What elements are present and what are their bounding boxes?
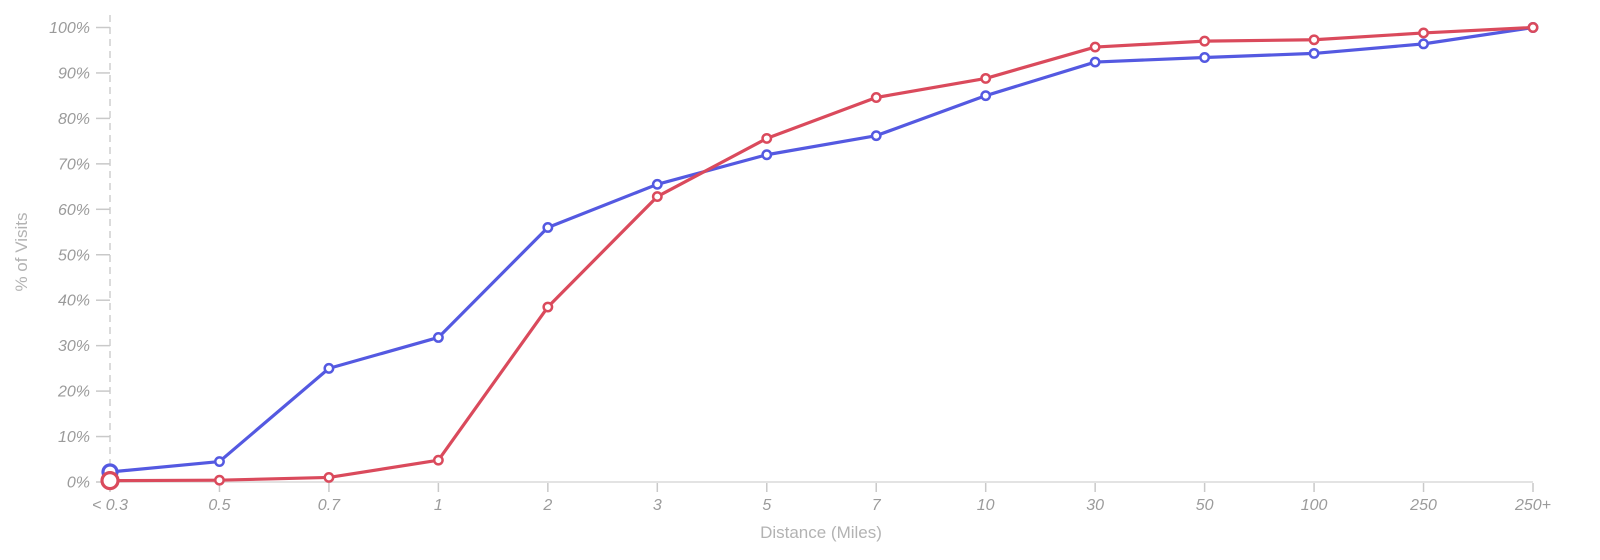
x-axis-title: Distance (Miles) <box>760 523 882 542</box>
blue-data-point-marker[interactable] <box>323 362 335 374</box>
y-tick-label: 10% <box>58 429 90 446</box>
y-tick-label: 60% <box>58 202 90 219</box>
x-tick-label: 250 <box>1409 497 1437 514</box>
red-data-point-marker[interactable] <box>100 471 120 491</box>
y-tick-label: 50% <box>58 247 90 264</box>
blue-series-line <box>108 25 1535 474</box>
red-data-point-marker[interactable] <box>432 454 444 466</box>
x-tick-label: 1 <box>434 497 443 514</box>
blue-data-point-marker[interactable] <box>1308 47 1320 59</box>
x-tick-label: < 0.3 <box>92 497 128 514</box>
red-data-point-marker[interactable] <box>542 301 554 313</box>
y-tick-label: 90% <box>58 65 90 82</box>
y-tick-label: 70% <box>58 156 90 173</box>
red-data-point-marker[interactable] <box>870 92 882 103</box>
x-axis: < 0.3 0.5 0.7 1 2 3 5 7 10 30 50 100 250 250+ <box>92 481 1551 514</box>
red-data-point-marker[interactable] <box>214 474 225 486</box>
x-tick-label: 100 <box>1301 497 1328 514</box>
red-data-point-marker[interactable] <box>1199 35 1211 47</box>
red-data-point-marker[interactable] <box>1308 34 1320 46</box>
x-tick-label: 0.7 <box>318 497 341 514</box>
red-data-point-marker[interactable] <box>323 472 335 483</box>
x-tick-label: 7 <box>872 497 882 514</box>
y-axis-title: % of Visits <box>12 212 31 291</box>
y-tick-label: 100% <box>49 20 90 37</box>
blue-data-point-marker[interactable] <box>761 149 773 161</box>
blue-data-point-marker[interactable] <box>432 332 444 343</box>
blue-data-point-marker[interactable] <box>870 130 882 142</box>
x-tick-label: 0.5 <box>208 497 230 514</box>
x-tick-label: 2 <box>542 497 552 514</box>
series-group <box>100 22 1539 491</box>
y-tick-label: 20% <box>57 384 90 401</box>
blue-data-point-marker[interactable] <box>651 178 663 190</box>
y-tick-label: 40% <box>58 293 90 310</box>
blue-data-point-marker[interactable] <box>980 90 992 102</box>
x-tick-label: 5 <box>762 497 771 514</box>
x-tick-label: 10 <box>977 497 995 514</box>
x-tick-label: 50 <box>1196 497 1214 514</box>
blue-data-point-marker[interactable] <box>1199 52 1211 63</box>
y-tick-label: 0% <box>67 475 90 492</box>
blue-data-point-marker[interactable] <box>542 222 554 233</box>
red-data-point-marker[interactable] <box>980 72 992 84</box>
red-data-point-marker[interactable] <box>1418 27 1429 39</box>
red-data-point-marker[interactable] <box>651 191 663 203</box>
y-tick-label: 80% <box>58 111 90 128</box>
red-series-line <box>108 25 1535 483</box>
y-axis: 0% 10% 20% 30% 40% 50% 60% 70% 80% 90% 100% <box>49 15 111 492</box>
y-tick-label: 30% <box>58 338 90 355</box>
red-data-point-marker[interactable] <box>1527 22 1539 33</box>
x-tick-label: 250+ <box>1514 497 1551 514</box>
red-data-point-marker[interactable] <box>1089 41 1101 53</box>
x-tick-label: 30 <box>1086 497 1104 514</box>
blue-data-point-marker[interactable] <box>1089 56 1101 68</box>
red-data-point-marker[interactable] <box>761 132 773 144</box>
blue-data-point-marker[interactable] <box>214 456 225 467</box>
blue-data-point-marker[interactable] <box>1418 38 1429 50</box>
x-tick-label: 3 <box>653 497 662 514</box>
